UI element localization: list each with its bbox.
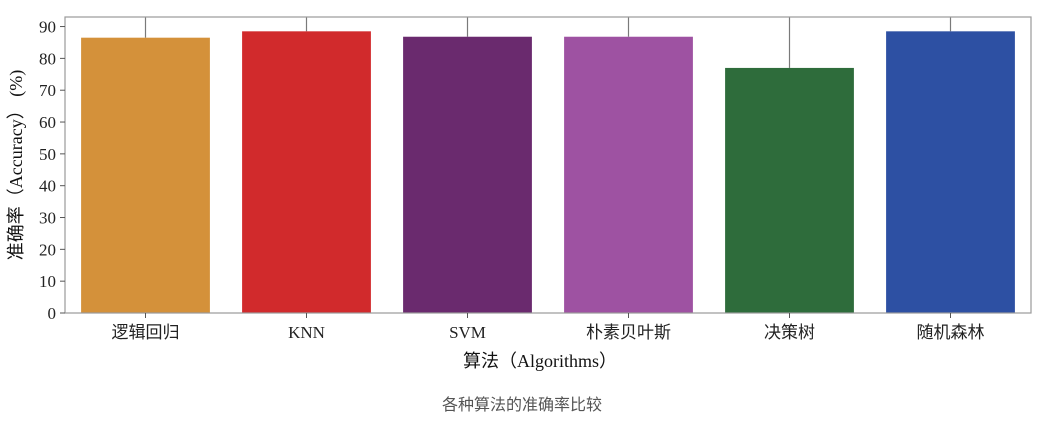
x-tick-label: KNN xyxy=(288,323,325,342)
y-tick-label: 90 xyxy=(39,18,56,37)
y-tick-label: 60 xyxy=(39,113,56,132)
x-tick-label: 决策树 xyxy=(764,323,815,342)
bar xyxy=(81,37,210,313)
bar xyxy=(564,36,693,313)
y-tick-label: 10 xyxy=(39,272,56,291)
x-tick-label: 随机森林 xyxy=(917,323,985,342)
x-axis: 逻辑回归 KNN SVM 朴素贝叶斯 决策树 随机森林 xyxy=(112,313,985,342)
bar xyxy=(886,31,1015,314)
y-tick-label: 80 xyxy=(39,49,56,68)
y-tick-label: 70 xyxy=(39,81,56,100)
x-tick-label: SVM xyxy=(449,323,486,342)
bar xyxy=(403,36,532,313)
x-axis-title: 算法（Algorithms） xyxy=(463,351,617,371)
figure-caption: 各种算法的准确率比较 xyxy=(442,395,602,414)
y-tick-label: 30 xyxy=(39,209,56,228)
x-tick-label: 逻辑回归 xyxy=(112,323,180,342)
y-tick-label: 40 xyxy=(39,177,56,196)
y-axis: 0 10 20 30 40 50 60 70 80 90 xyxy=(39,18,65,323)
bar xyxy=(242,31,371,314)
bar xyxy=(725,67,854,313)
y-tick-label: 20 xyxy=(39,240,56,259)
plot-frame xyxy=(64,16,1032,314)
y-axis-title: 准确率（Accuracy） (%) xyxy=(6,70,27,260)
y-tick-label: 0 xyxy=(48,304,57,323)
bars-group xyxy=(81,17,1015,314)
x-tick-label: 朴素贝叶斯 xyxy=(586,323,671,342)
y-tick-label: 50 xyxy=(39,145,56,164)
